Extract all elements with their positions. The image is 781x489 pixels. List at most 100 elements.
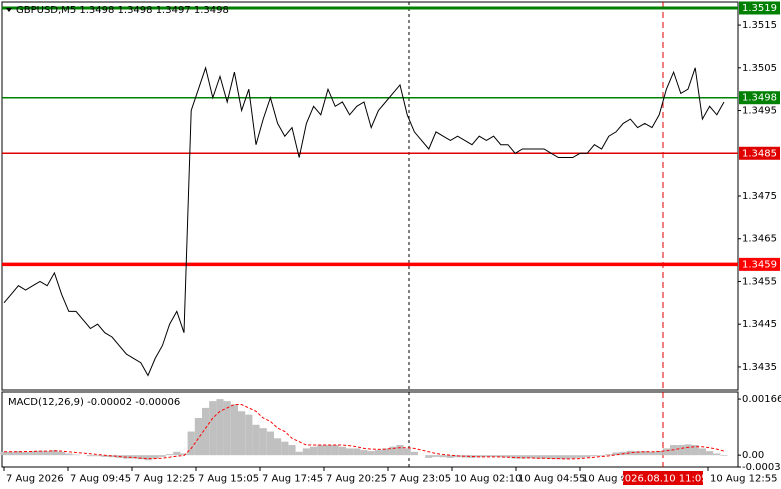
x-tick-label: 7 Aug 12:25 (134, 474, 195, 485)
level-label: 1.3498 (742, 93, 777, 104)
histogram-bar (569, 455, 577, 459)
histogram-bar (295, 451, 303, 456)
histogram-bar (382, 448, 390, 456)
histogram-bar (252, 424, 260, 456)
histogram-bar (389, 446, 397, 456)
histogram-bar (648, 451, 656, 456)
histogram-bar (425, 455, 433, 458)
histogram-bar (130, 455, 138, 459)
histogram-bar (533, 455, 541, 459)
y-tick-label: 0.00166 (742, 394, 781, 405)
histogram-bar (72, 454, 80, 456)
histogram-bar (173, 451, 181, 456)
histogram-bar (14, 451, 22, 456)
histogram-bar (526, 455, 534, 459)
y-tick-label: 1.3515 (742, 20, 777, 31)
histogram-bar (346, 448, 354, 456)
histogram-bar (202, 407, 210, 456)
histogram-bar (713, 453, 721, 456)
symbol-icon (6, 8, 12, 12)
histogram-bar (547, 455, 555, 459)
histogram-bar (490, 455, 498, 457)
histogram-bar (706, 451, 714, 456)
x-tick-label: 7 Aug 2026 (6, 474, 64, 485)
x-tick-label: 7 Aug 17:45 (262, 474, 323, 485)
histogram-bar (691, 445, 699, 456)
histogram-bar (698, 448, 706, 456)
histogram-bar (230, 404, 238, 456)
histogram-bar (331, 445, 339, 456)
histogram-bar (374, 450, 382, 456)
histogram-bar (274, 438, 282, 456)
histogram-bar (475, 455, 483, 458)
y-tick-label: 1.3465 (742, 234, 777, 245)
histogram-bar (626, 450, 634, 456)
histogram-bar (540, 455, 548, 459)
histogram-bar (677, 445, 685, 456)
histogram-bar (108, 455, 116, 458)
x-tick-label: 10 Aug 04:55 (518, 474, 585, 485)
histogram-bar (144, 455, 152, 461)
y-tick-label: -0.00035 (742, 462, 781, 473)
histogram-bar (353, 448, 361, 456)
histogram-bar (94, 455, 102, 457)
histogram-bar (446, 455, 454, 458)
histogram-bar (317, 445, 325, 456)
cursor-label-bg (623, 471, 703, 485)
histogram-bar (223, 401, 231, 456)
histogram-bar (720, 455, 728, 456)
y-tick-label: 1.3455 (742, 276, 777, 287)
histogram-bar (598, 455, 606, 456)
x-tick-label: 7 Aug 09:45 (70, 474, 131, 485)
y-tick-label: 1.3495 (742, 106, 777, 117)
level-label-bg (739, 1, 780, 15)
histogram-bar (101, 455, 109, 457)
signal-line (4, 404, 725, 460)
histogram-bar (684, 444, 692, 456)
histogram-bar (439, 455, 447, 458)
x-tick-label: 10 Aug 02:10 (454, 474, 521, 485)
histogram-bar (216, 399, 224, 456)
histogram-bar (302, 448, 310, 456)
histogram-bar (187, 431, 195, 456)
y-tick-label: 1.3435 (742, 362, 777, 373)
histogram-bar (310, 446, 318, 456)
x-tick-label: 7 Aug 23:05 (390, 474, 451, 485)
histogram-bar (22, 451, 30, 456)
histogram-bar (266, 431, 274, 456)
y-tick-label: 1.3475 (742, 191, 777, 202)
chart-title: GBPUSD,M5 1.3498 1.3498 1.3497 1.3498 (16, 5, 229, 16)
histogram-bar (590, 455, 598, 457)
histogram-bar (137, 455, 145, 460)
histogram-bar (0, 451, 8, 456)
level-label: 1.3459 (742, 259, 777, 270)
histogram-bar (518, 455, 526, 459)
histogram-bar (482, 455, 490, 457)
histogram-bar (7, 451, 15, 456)
histogram-bar (562, 455, 570, 460)
histogram-bar (432, 455, 440, 457)
price-line (3, 65, 725, 377)
histogram-bar (583, 455, 591, 458)
histogram-bar (259, 428, 267, 456)
histogram-bar (605, 454, 613, 456)
histogram-bar (504, 455, 512, 458)
histogram-bar (324, 445, 332, 456)
macd-panel (1, 391, 739, 468)
histogram-bar (554, 455, 562, 460)
histogram-bar (612, 452, 620, 456)
histogram-bar (410, 451, 418, 456)
histogram-bar (58, 451, 66, 456)
histogram-bar (158, 455, 166, 457)
histogram-bar (288, 445, 296, 456)
histogram-bar (166, 454, 174, 456)
histogram-bar (281, 441, 289, 456)
histogram-bar (396, 445, 404, 456)
histogram-bar (65, 453, 73, 456)
histogram-bar (634, 451, 642, 456)
level-label-bg (739, 146, 780, 160)
histogram-bar (662, 448, 670, 456)
histogram-bar (50, 450, 58, 456)
histogram-bar (194, 418, 202, 456)
